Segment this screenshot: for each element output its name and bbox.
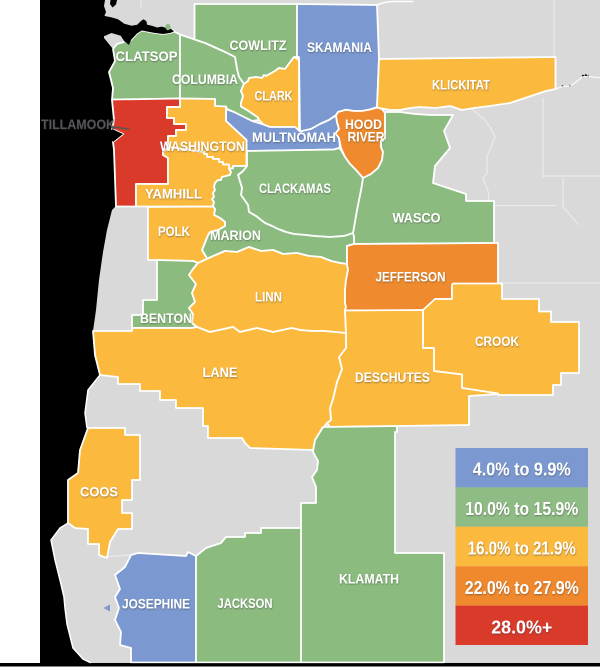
svg-text:RIVER: RIVER xyxy=(348,129,385,145)
svg-text:COWLITZ: COWLITZ xyxy=(230,37,287,53)
svg-text:WASHINGTON: WASHINGTON xyxy=(160,138,245,154)
svg-text:CLATSOP: CLATSOP xyxy=(116,48,178,64)
svg-text:BENTON: BENTON xyxy=(140,310,192,326)
svg-text:CLACKAMAS: CLACKAMAS xyxy=(259,180,331,196)
svg-text:16.0% to 21.9%: 16.0% to 21.9% xyxy=(468,539,576,559)
svg-text:22.0% to 27.9%: 22.0% to 27.9% xyxy=(465,578,579,598)
svg-text:COOS: COOS xyxy=(80,484,118,500)
svg-text:28.0%+: 28.0%+ xyxy=(491,618,552,638)
svg-text:KLICKITAT: KLICKITAT xyxy=(432,77,490,93)
svg-text:WASCO: WASCO xyxy=(393,210,441,226)
svg-text:JEFFERSON: JEFFERSON xyxy=(376,269,446,285)
svg-text:10.0% to 15.9%: 10.0% to 15.9% xyxy=(465,499,578,519)
svg-text:LINN: LINN xyxy=(255,289,282,305)
svg-text:POLK: POLK xyxy=(158,223,190,239)
svg-text:MULTNOMAH: MULTNOMAH xyxy=(252,129,336,145)
svg-text:COLUMBIA: COLUMBIA xyxy=(172,71,238,87)
svg-text:HOOD: HOOD xyxy=(345,116,382,132)
svg-text:KLAMATH: KLAMATH xyxy=(339,571,399,587)
svg-text:JOSEPHINE: JOSEPHINE xyxy=(122,596,190,612)
svg-text:SKAMANIA: SKAMANIA xyxy=(307,39,372,55)
svg-text:TILLAMOOK: TILLAMOOK xyxy=(41,116,115,132)
svg-text:YAMHILL: YAMHILL xyxy=(145,186,202,202)
svg-text:MARION: MARION xyxy=(210,227,261,243)
svg-text:CLARK: CLARK xyxy=(255,88,293,104)
svg-text:LANE: LANE xyxy=(203,364,238,380)
svg-text:4.0% to 9.9%: 4.0% to 9.9% xyxy=(473,460,571,480)
svg-text:JACKSON: JACKSON xyxy=(218,595,273,611)
svg-text:CROOK: CROOK xyxy=(475,333,519,349)
svg-text:DESCHUTES: DESCHUTES xyxy=(355,369,430,385)
